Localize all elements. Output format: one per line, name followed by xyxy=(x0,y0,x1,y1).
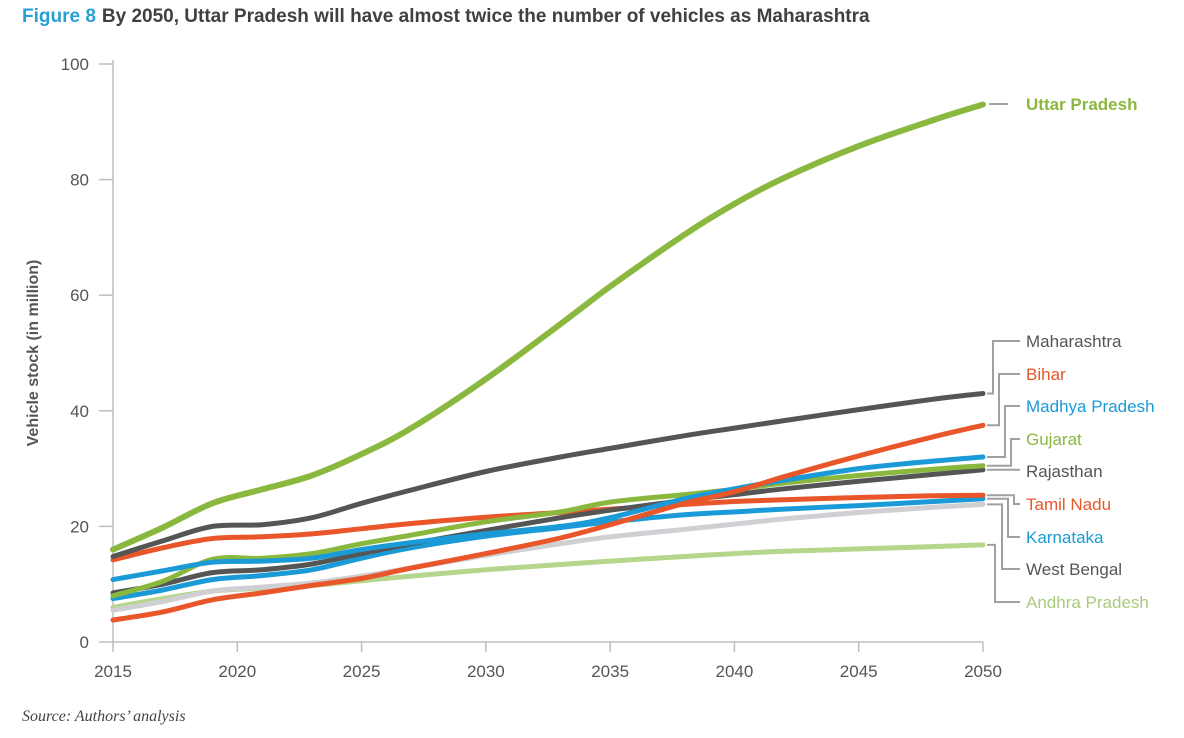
series-line-gujarat xyxy=(110,463,986,599)
series-labels: Uttar Pradesh Maharashtra Bihar Madhya Prad… xyxy=(1026,95,1155,612)
x-tick-label: 2030 xyxy=(467,662,505,681)
y-tick-label: 60 xyxy=(70,286,89,305)
y-tick-label: 0 xyxy=(80,633,89,652)
series-label-andhra-pradesh: Andhra Pradesh xyxy=(1026,593,1149,612)
figure-title-row: Figure 8 By 2050, Uttar Pradesh will have… xyxy=(22,6,870,28)
x-tick-label: 2045 xyxy=(840,662,878,681)
y-tick-label: 40 xyxy=(70,402,89,421)
series-label-gujarat: Gujarat xyxy=(1026,430,1082,449)
series-label-bihar: Bihar xyxy=(1026,365,1066,384)
leader-line xyxy=(987,497,1020,538)
y-tick-label: 100 xyxy=(61,55,89,74)
series-line-bihar xyxy=(110,422,986,623)
series-label-maharashtra: Maharashtra xyxy=(1026,332,1122,351)
y-tick-label: 80 xyxy=(70,171,89,190)
x-tick-label: 2040 xyxy=(716,662,754,681)
y-tick-label: 20 xyxy=(70,517,89,536)
series-label-west-bengal: West Bengal xyxy=(1026,560,1122,579)
series-label-tamil-nadu: Tamil Nadu xyxy=(1026,495,1111,514)
leader-line xyxy=(987,543,1020,603)
leader-line xyxy=(987,438,1020,467)
leader-line xyxy=(987,340,1020,395)
x-tick-label: 2015 xyxy=(94,662,132,681)
series-line-west-bengal xyxy=(110,501,986,613)
leader-line xyxy=(987,405,1020,458)
x-tick-label: 2035 xyxy=(591,662,629,681)
x-tick-label: 2025 xyxy=(343,662,381,681)
series-label-madhya-pradesh: Madhya Pradesh xyxy=(1026,397,1155,416)
leader-line xyxy=(987,503,1020,570)
series-lines xyxy=(110,101,986,623)
series-line-rajasthan xyxy=(110,467,986,596)
source-note: Source: Authors’ analysis xyxy=(22,708,186,725)
series-label-uttar-pradesh: Uttar Pradesh xyxy=(1026,95,1137,114)
series-line-uttar-pradesh xyxy=(110,101,986,553)
series-label-rajasthan: Rajasthan xyxy=(1026,462,1103,481)
leader-line xyxy=(987,494,1020,505)
y-axis-title: Vehicle stock (in million) xyxy=(25,260,42,447)
x-tick-label: 2050 xyxy=(964,662,1002,681)
series-label-karnataka: Karnataka xyxy=(1026,528,1104,547)
series-line-maharashtra xyxy=(110,391,986,559)
leader-line xyxy=(987,373,1020,427)
x-tick-label: 2020 xyxy=(218,662,256,681)
leader-lines xyxy=(987,103,1020,603)
series-line-madhya-pradesh xyxy=(110,454,986,583)
figure-number-label: Figure 8 xyxy=(22,6,96,27)
figure-title: By 2050, Uttar Pradesh will have almost … xyxy=(101,6,870,27)
